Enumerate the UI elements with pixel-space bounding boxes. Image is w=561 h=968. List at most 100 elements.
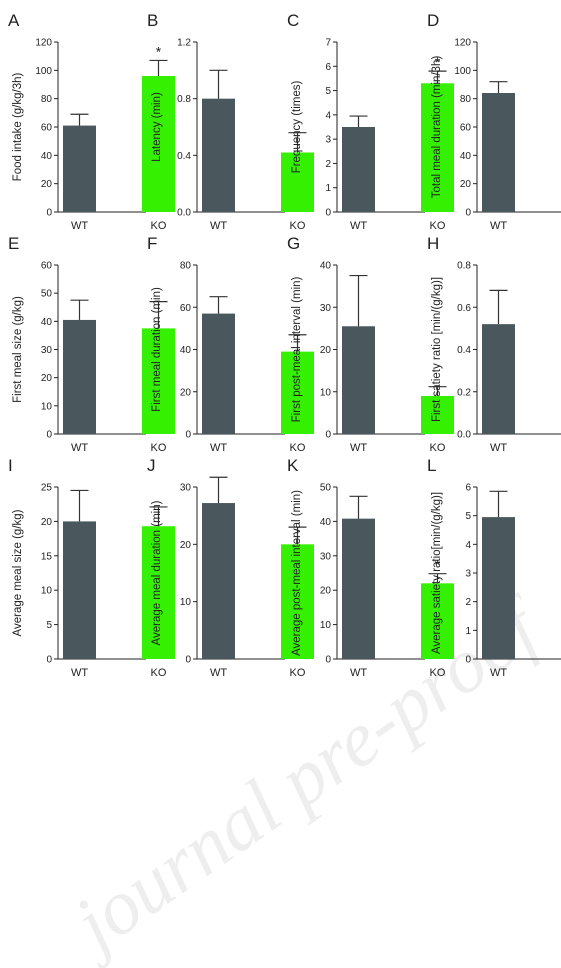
panel-i-bar-wt <box>63 521 96 659</box>
panel-e-tick-label: 30 <box>41 345 53 356</box>
panel-a: A Food intake (g/kg/3h) 0 20 40 60 80 100 120 WT *… <box>8 11 175 232</box>
panel-g-tick-label: 20 <box>320 345 332 356</box>
panel-i-tick-label: 0 <box>46 655 52 666</box>
panel-g-tick-label: 30 <box>320 303 332 314</box>
panel-c: C Frequency (times) 0 1 2 3 4 5 6 7 WT * KO <box>287 11 454 232</box>
panel-g-ylabel: First post-meal interval (min) <box>291 276 303 422</box>
panel-a-tick-label: 100 <box>35 66 52 77</box>
panel-f-tick-label: 80 <box>180 261 192 272</box>
panel-g-tick-label: 0 <box>325 430 331 441</box>
panel-d-ylabel: Total meal duration (min/3h) <box>431 56 443 199</box>
panel-c-tick-label: 6 <box>325 62 331 73</box>
panel-h-tick-label: 0.0 <box>457 430 471 441</box>
panel-h-ylabel: First satiety ratio [min/(g/kg)] <box>431 277 443 422</box>
panel-a-category-label: WT <box>71 220 88 232</box>
panel-a-tick-label: 40 <box>41 151 53 162</box>
panel-e-tick-label: 10 <box>41 401 53 412</box>
panel-l-ylabel: Average satiety ratio[min/(g/kg)] <box>431 492 443 654</box>
panel-g-tick-label: 40 <box>320 261 332 272</box>
panel-j-category-label: WT <box>210 667 227 679</box>
panel-i-tick-label: 5 <box>46 620 52 631</box>
panel-h-tick-label: 0.6 <box>457 303 471 314</box>
panel-g-bar-ko <box>421 395 454 434</box>
panel-e-ylabel: First meal size (g/kg) <box>12 296 24 403</box>
panel-h: H First satiety ratio [min/(g/kg)] 0.0 0.2 0… <box>427 234 561 454</box>
panel-c-tick-label: 7 <box>325 38 331 49</box>
panel-f-tick-label: 40 <box>180 345 192 356</box>
panel-e-category-label: KO <box>151 442 167 454</box>
panel-a-ylabel: Food intake (g/kg/3h) <box>12 72 24 181</box>
panel-i-tick-label: 20 <box>41 517 53 528</box>
panel-j: J Average meal duration (min) 0 10 20 30 WT KO <box>147 456 314 679</box>
panel-b-letter: B <box>147 11 158 30</box>
panel-a-tick-label: 0 <box>46 208 52 219</box>
panel-c-tick-label: 0 <box>325 208 331 219</box>
panel-k-tick-label: 20 <box>320 586 332 597</box>
panel-i-tick-label: 25 <box>41 483 53 494</box>
panel-d-tick-label: 60 <box>460 123 472 134</box>
panel-f-letter: F <box>147 234 157 253</box>
panel-a-bar-wt <box>63 125 96 212</box>
panel-b-tick-label: 0.8 <box>177 94 191 105</box>
panel-f-category-label: WT <box>210 442 227 454</box>
panel-d-tick-label: 40 <box>460 151 472 162</box>
panel-c-ylabel: Frequency (times) <box>291 81 303 174</box>
panel-k-ylabel: Average post-meal interval (min) <box>291 490 303 656</box>
panel-j-tick-label: 0 <box>185 655 191 666</box>
panel-e-tick-label: 20 <box>41 373 53 384</box>
panel-f-ylabel: First meal duration (min) <box>151 287 163 412</box>
panel-k-category-label: WT <box>350 667 367 679</box>
panel-e-category-label: WT <box>71 442 88 454</box>
panel-b-tick-label: 0.4 <box>177 151 191 162</box>
panel-e-tick-label: 0 <box>46 430 52 441</box>
panel-a-category-label: KO <box>151 220 167 232</box>
panel-k-tick-label: 50 <box>320 483 332 494</box>
panel-l-tick-label: 1 <box>465 626 471 637</box>
panel-k-tick-label: 0 <box>325 655 331 666</box>
panel-d-tick-label: 0 <box>465 208 471 219</box>
panel-g-letter: G <box>287 234 300 253</box>
panel-l: L Average satiety ratio[min/(g/kg)] 0 1 2 3 4 5… <box>427 456 561 679</box>
panel-f-category-label: KO <box>290 442 306 454</box>
panel-h-category-label: WT <box>490 442 507 454</box>
panel-c-category-label: WT <box>350 220 367 232</box>
panel-e-tick-label: 50 <box>41 289 53 300</box>
panel-b-tick-label: 0.0 <box>177 208 191 219</box>
panel-l-letter: L <box>427 456 436 475</box>
panel-a-letter: A <box>8 11 20 30</box>
panel-c-bar-ko-sig: * <box>435 54 441 70</box>
panel-k-tick-label: 10 <box>320 620 332 631</box>
panel-i-letter: I <box>8 456 13 475</box>
panel-i-category-label: WT <box>71 667 88 679</box>
panel-k-tick-label: 30 <box>320 551 332 562</box>
panel-k-category-label: KO <box>430 667 446 679</box>
panel-l-tick-label: 2 <box>465 597 471 608</box>
panel-c-bar-wt <box>342 127 375 212</box>
panel-d-tick-label: 100 <box>454 66 471 77</box>
panel-k-bar-ko-sig: * <box>435 557 441 573</box>
panel-l-tick-label: 5 <box>465 511 471 522</box>
panel-f: F First meal duration (min) 0 20 40 60 80 WT KO <box>147 234 314 454</box>
panel-i: I Average meal size (g/kg) 0 5 10 15 20 25 WT KO <box>8 456 175 679</box>
panel-j-bar-ko <box>281 544 314 659</box>
panel-h-bar-wt <box>482 324 515 434</box>
panel-b-bar-ko <box>281 152 314 212</box>
panel-l-bar-wt <box>482 517 515 659</box>
panel-i-category-label: KO <box>151 667 167 679</box>
panel-c-category-label: KO <box>430 220 446 232</box>
panel-c-tick-label: 2 <box>325 159 331 170</box>
panel-c-tick-label: 3 <box>325 135 331 146</box>
panel-h-tick-label: 0.8 <box>457 261 471 272</box>
panel-a-tick-label: 20 <box>41 179 53 190</box>
panel-b-category-label: WT <box>210 220 227 232</box>
panel-k-bar-wt <box>342 518 375 659</box>
panel-j-tick-label: 10 <box>180 597 192 608</box>
panel-l-tick-label: 4 <box>465 540 471 551</box>
panel-g-category-label: KO <box>430 442 446 454</box>
panel-h-tick-label: 0.2 <box>457 387 471 398</box>
panel-l-tick-label: 6 <box>465 483 471 494</box>
panel-i-tick-label: 10 <box>41 586 53 597</box>
panel-f-bar-ko <box>281 351 314 434</box>
panel-a-tick-label: 60 <box>41 123 53 134</box>
panel-c-bar-ko <box>421 83 454 213</box>
